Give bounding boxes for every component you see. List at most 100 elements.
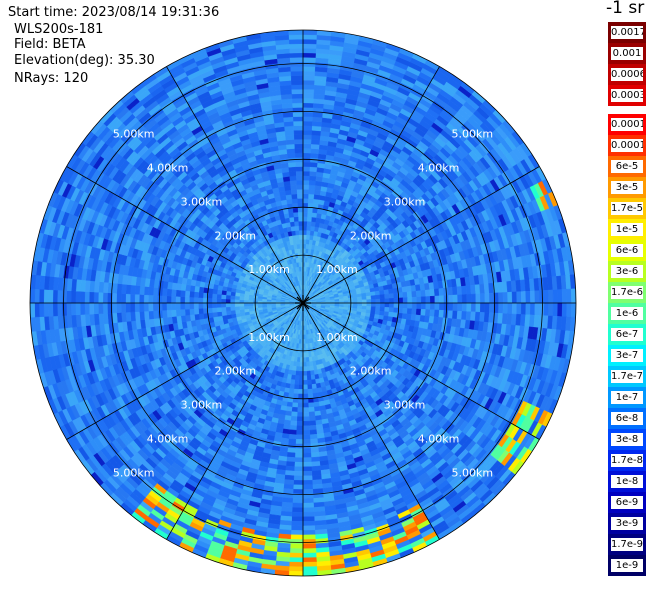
ppi-cell bbox=[289, 420, 298, 426]
ppi-cell bbox=[309, 166, 318, 173]
ppi-cell bbox=[288, 570, 304, 576]
ppi-cell bbox=[302, 239, 307, 245]
ppi-cell bbox=[310, 143, 320, 150]
ppi-cell bbox=[291, 516, 304, 522]
ppi-cell bbox=[310, 447, 319, 454]
ppi-cell bbox=[310, 152, 319, 159]
ppi-cell bbox=[507, 302, 513, 315]
ppi-cell bbox=[302, 429, 311, 436]
ppi-cell bbox=[306, 234, 311, 240]
ppi-cell bbox=[570, 288, 576, 304]
ppi-cell bbox=[302, 120, 313, 127]
ppi-cell bbox=[302, 425, 310, 431]
ppi-cell bbox=[309, 170, 318, 177]
ppi-cell bbox=[309, 424, 317, 431]
ppi-cell bbox=[375, 298, 381, 304]
ppi-cell bbox=[302, 352, 307, 358]
ppi-cell bbox=[308, 415, 316, 422]
ppi-cell bbox=[302, 125, 313, 131]
ppi-cell bbox=[407, 302, 413, 309]
ppi-cell bbox=[294, 461, 304, 468]
ppi-cell bbox=[438, 309, 445, 318]
ppi-cell bbox=[282, 488, 294, 495]
ppi-cell bbox=[302, 138, 312, 145]
ppi-cell bbox=[416, 296, 422, 304]
ppi-cell bbox=[302, 43, 317, 49]
ppi-cell bbox=[289, 548, 304, 554]
ppi-cell bbox=[302, 198, 309, 204]
ppi-cell bbox=[366, 302, 372, 307]
ppi-cell bbox=[302, 184, 310, 190]
ppi-cell bbox=[302, 70, 316, 77]
ppi-cell bbox=[307, 402, 315, 408]
ppi-cell bbox=[292, 393, 299, 399]
ppi-cell bbox=[379, 302, 386, 308]
ppi-cell bbox=[302, 402, 309, 408]
ppi-cell bbox=[302, 79, 315, 86]
ppi-cell bbox=[299, 357, 304, 363]
ppi-cell bbox=[479, 302, 486, 313]
ppi-cell bbox=[293, 479, 304, 486]
ppi-cell bbox=[289, 424, 297, 431]
ppi-cell bbox=[308, 189, 316, 195]
ppi-cell bbox=[302, 561, 318, 568]
ppi-cell bbox=[470, 311, 476, 322]
ppi-cell bbox=[308, 411, 316, 417]
ppi-cell bbox=[302, 93, 315, 99]
ppi-cell bbox=[289, 543, 304, 549]
ppi-cell bbox=[294, 375, 300, 381]
ppi-cell bbox=[295, 429, 304, 436]
ppi-cell bbox=[312, 488, 324, 495]
ppi-cell bbox=[402, 307, 408, 315]
ppi-cell bbox=[448, 302, 454, 312]
ppi-cell bbox=[379, 306, 386, 312]
ppi-cell bbox=[447, 287, 454, 296]
ppi-cell bbox=[357, 296, 363, 301]
ppi-cell bbox=[302, 30, 318, 36]
ppi-cell bbox=[295, 366, 300, 372]
ppi-cell bbox=[302, 507, 315, 513]
ppi-cell bbox=[402, 291, 408, 299]
ppi-cell bbox=[411, 302, 418, 310]
ppi-cell bbox=[434, 302, 440, 311]
ppi-cell bbox=[310, 379, 317, 385]
ppi-cell bbox=[479, 293, 486, 304]
ppi-cell bbox=[529, 290, 536, 304]
ppi-cell bbox=[309, 161, 318, 168]
ppi-cell bbox=[294, 448, 304, 454]
ppi-cell bbox=[375, 294, 381, 300]
ppi-cell bbox=[311, 388, 318, 394]
ppi-cell bbox=[411, 296, 418, 304]
ppi-cell bbox=[370, 302, 377, 308]
ppi-cell bbox=[302, 143, 312, 149]
ppi-cell bbox=[302, 570, 318, 576]
ppi-cell bbox=[498, 302, 504, 314]
ppi-cell bbox=[295, 439, 304, 445]
ppi-cell bbox=[307, 211, 313, 218]
ppi-cell bbox=[310, 456, 320, 463]
ppi-cell bbox=[284, 470, 295, 476]
ppi-cell bbox=[305, 352, 309, 358]
ppi-cell bbox=[302, 466, 313, 472]
ppi-cell bbox=[302, 370, 308, 377]
ppi-cell bbox=[475, 302, 481, 313]
ppi-cell bbox=[429, 295, 436, 304]
ppi-cell bbox=[466, 293, 472, 304]
ppi-cell bbox=[383, 289, 390, 295]
ppi-cell bbox=[312, 207, 319, 214]
ppi-cell bbox=[302, 407, 309, 413]
ppi-cell bbox=[293, 466, 304, 472]
ppi-cell bbox=[288, 429, 297, 436]
ppi-cell bbox=[388, 307, 395, 313]
ppi-cell bbox=[456, 286, 463, 296]
ppi-cell bbox=[357, 302, 363, 307]
ppi-cell bbox=[374, 290, 381, 296]
ppi-cell bbox=[470, 284, 476, 295]
ppi-cell bbox=[370, 295, 376, 300]
ppi-cell bbox=[308, 193, 315, 200]
ppi-cell bbox=[298, 375, 304, 381]
ppi-cell bbox=[302, 207, 309, 213]
ppi-cell bbox=[302, 61, 316, 67]
ppi-cell bbox=[429, 302, 436, 311]
